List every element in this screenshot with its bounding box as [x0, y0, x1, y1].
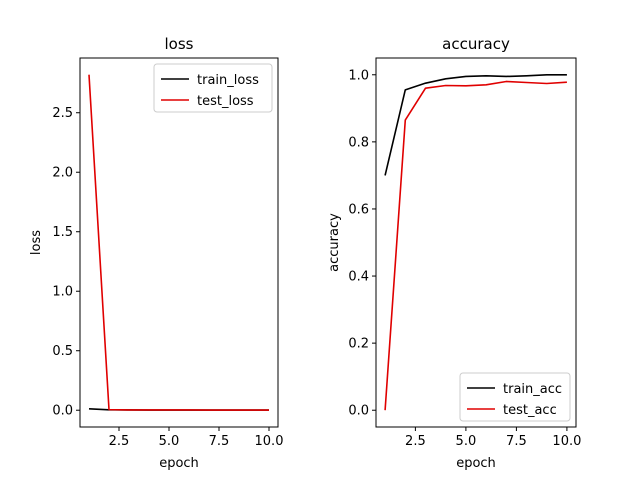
y-tick-label: 2.0	[52, 166, 73, 181]
y-tick-label: 0.5	[52, 344, 73, 359]
axes-frame	[375, 57, 577, 428]
y-tick-label: 1.0	[52, 285, 73, 300]
y-tick-label: 0.0	[52, 404, 73, 419]
y-tick-label: 0.2	[348, 337, 369, 352]
legend-label-train_acc: train_acc	[503, 382, 562, 397]
chart-title: loss	[165, 35, 194, 53]
series-line-train_acc	[384, 73, 567, 176]
y-tick-label: 0.4	[348, 270, 369, 285]
x-tick-label: 5.0	[159, 434, 180, 449]
legend-label-train_loss: train_loss	[197, 73, 259, 88]
legend-label-test_loss: test_loss	[197, 94, 254, 109]
x-axis-label: epoch	[456, 456, 496, 471]
legend: train_loss test_loss	[153, 63, 273, 113]
y-tick-label: 0.6	[348, 202, 369, 217]
y-tick-label: 0.8	[348, 135, 369, 150]
chart-title: accuracy	[442, 35, 510, 53]
y-tick-label: 2.5	[52, 106, 73, 121]
legend-label-test_acc: test_acc	[503, 403, 557, 418]
y-axis-label: loss	[29, 230, 44, 255]
x-tick-label: 10.0	[552, 434, 581, 449]
x-tick-label: 7.5	[506, 434, 527, 449]
x-tick-label: 5.0	[456, 434, 477, 449]
y-axis-label: accuracy	[327, 213, 342, 272]
series-line-test_acc	[384, 80, 567, 411]
x-tick-label: 10.0	[255, 434, 284, 449]
x-tick-label: 2.5	[109, 434, 130, 449]
series-line-test_loss	[88, 74, 269, 411]
chart-panel-2: 2.5 5.0 7.5 10.0 0.0 0.2 0.4 0.6 0.8 1.0 accuracy e…	[327, 35, 581, 471]
y-tick-label: 1.0	[348, 68, 369, 83]
legend: train_acc test_acc	[459, 372, 571, 422]
y-tick-label: 1.5	[52, 225, 73, 240]
axes-frame	[79, 57, 279, 428]
y-tick-label: 0.0	[348, 404, 369, 419]
x-axis-label: epoch	[159, 456, 199, 471]
x-tick-label: 2.5	[405, 434, 426, 449]
chart-panel-1: 2.5 5.0 7.5 10.0 0.0 0.5 1.0 1.5 2.0 2.5 loss epoch…	[29, 35, 283, 471]
x-tick-label: 7.5	[209, 434, 230, 449]
